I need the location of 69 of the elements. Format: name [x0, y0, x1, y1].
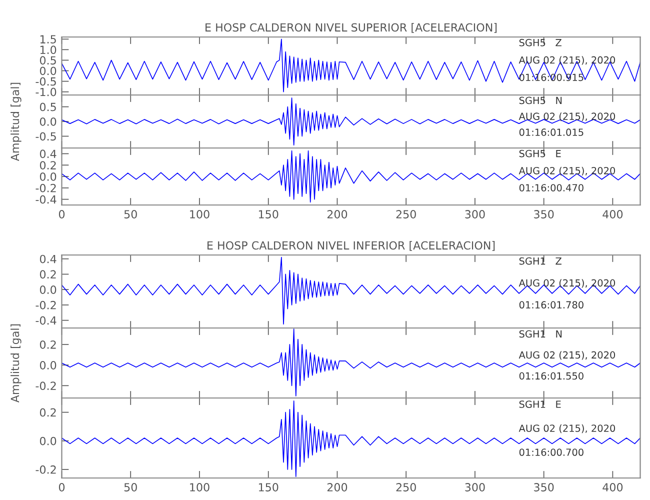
x-tick-label: 0	[58, 210, 65, 218]
y-tick-label: 0.2	[40, 161, 56, 170]
line-series	[62, 400, 640, 477]
y-tick-label: 0.5	[40, 102, 56, 112]
y-tick-label: 0.0	[40, 286, 56, 294]
x-tick-label: 300	[465, 210, 485, 218]
line-series	[62, 98, 640, 146]
annotation: SGH1 Z	[519, 257, 562, 265]
annotation: SGH1 E	[519, 400, 561, 408]
annotation: 01:16:00.470	[519, 184, 584, 192]
annotation: AUG 02 (215), 2020	[518, 166, 616, 176]
y-tick-label: -0.5	[36, 132, 56, 141]
y-tick-label: 0.0	[40, 117, 56, 126]
y-tick-label: 1.0	[40, 46, 56, 54]
y-tick-label: -0.2	[36, 184, 56, 192]
x-tick-label: 50	[124, 483, 137, 492]
y-tick-label: -0.5	[36, 77, 56, 86]
annotation: AUG 02 (215), 2020	[518, 351, 616, 360]
y-tick-label: -0.2	[36, 382, 56, 390]
y-tick-label: -0.2	[36, 465, 56, 474]
y-tick-label: 0.4	[40, 254, 56, 264]
annotation: AUG 02 (215), 2020	[518, 56, 616, 65]
y-tick-label: 0.0	[40, 66, 56, 76]
y-tick-label: -0.4	[36, 316, 56, 325]
annotation: SGH5 N	[519, 96, 562, 104]
chart-title: E HOSP CALDERON NIVEL INFERIOR [ACELERACION]	[208, 241, 495, 251]
annotation: AUG 02 (215), 2020	[518, 424, 616, 434]
y-tick-label: 0.2	[40, 270, 56, 279]
y-tick-label: -0.2	[36, 300, 56, 310]
y-tick-label: 0.2	[40, 408, 56, 417]
x-tick-label: 200	[327, 210, 348, 218]
y-tick-label: 0.0	[40, 172, 56, 181]
y-tick-label: 0.0	[40, 361, 56, 370]
line-series	[62, 38, 640, 92]
annotation: 01:16:01.780	[519, 301, 584, 309]
annotation: 01:16:00.700	[519, 448, 584, 456]
y-tick-label: 0.5	[40, 56, 56, 65]
x-tick-label: 0	[58, 483, 65, 492]
y-tick-label: 0.0	[40, 436, 56, 446]
annotation: 01:16:01.015	[519, 128, 584, 136]
y-axis-title: Amplitud [gal]	[10, 82, 22, 162]
chart-title: E HOSP CALDERON NIVEL SUPERIOR [ACELERACION]	[206, 23, 497, 33]
x-tick-label: 400	[602, 210, 623, 218]
y-axis-title: Amplitud [gal]	[10, 324, 22, 403]
y-tick-label: 1.5	[40, 35, 56, 44]
line-series	[62, 256, 640, 325]
x-tick-label: 300	[465, 483, 485, 492]
x-tick-label: 100	[190, 483, 210, 492]
x-tick-label: 150	[258, 210, 278, 218]
y-tick-label: -0.4	[36, 195, 56, 204]
annotation: 01:16:01.550	[519, 372, 584, 380]
y-tick-label: 0.2	[40, 340, 56, 349]
annotation: AUG 02 (215), 2020	[518, 279, 616, 288]
annotation: AUG 02 (215), 2020	[518, 112, 616, 122]
x-tick-label: 150	[258, 483, 278, 492]
line-series	[62, 150, 640, 203]
annotation: SGH5 Z	[519, 38, 562, 46]
x-tick-label: 400	[602, 483, 623, 492]
y-tick-label: 0.4	[40, 150, 56, 158]
x-tick-label: 100	[190, 210, 210, 218]
x-tick-label: 350	[534, 483, 554, 492]
annotation: SGH5 E	[519, 150, 561, 158]
x-tick-label: 50	[124, 210, 137, 218]
annotation: SGH1 N	[519, 330, 562, 338]
y-tick-label: -1.0	[36, 88, 56, 96]
x-tick-label: 250	[396, 483, 416, 492]
x-tick-label: 250	[396, 210, 416, 218]
x-tick-label: 200	[327, 483, 348, 492]
x-tick-label: 350	[534, 210, 554, 218]
